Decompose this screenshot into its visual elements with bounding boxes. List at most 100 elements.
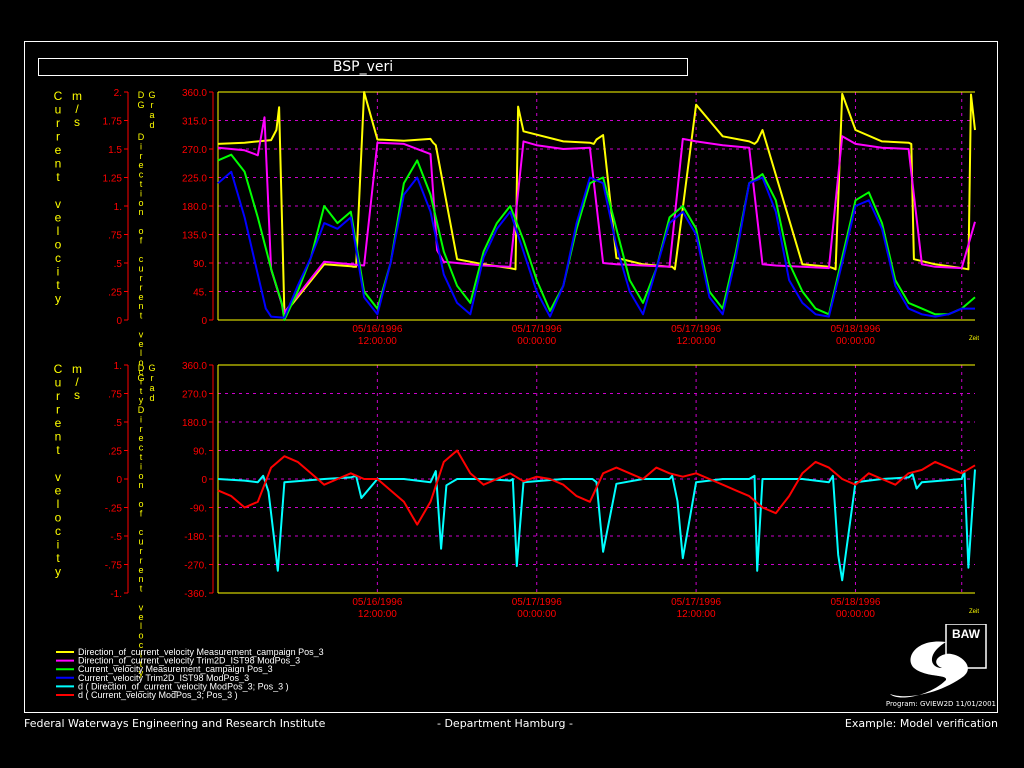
velocity-tick-label: 2. <box>114 88 122 99</box>
chart-title: BSP_veri <box>332 59 394 75</box>
direction-axis-title-char: t <box>140 584 143 594</box>
direction-axis-unit-prefix-char: G <box>137 373 144 383</box>
velocity-axis-title-char: C <box>54 89 63 103</box>
x-tick-date: 05/18/1996 <box>830 324 880 335</box>
direction-axis-title-char: r <box>140 555 143 565</box>
velocity-tick-label: 1.75 <box>103 117 123 128</box>
x-tick-date: 05/17/1996 <box>671 324 721 335</box>
direction-tick-label: 315.0 <box>182 117 207 128</box>
velocity-axis-title-char: e <box>55 484 62 498</box>
legend-label: d ( Direction_of_current_velocity ModPos… <box>78 681 289 691</box>
direction-tick-label: -360. <box>184 589 207 600</box>
x-tick-time: 00:00:00 <box>517 336 556 347</box>
x-tick-time: 12:00:00 <box>677 336 716 347</box>
direction-axis-title-char: u <box>138 537 143 547</box>
velocity-tick-label: 0 <box>116 316 122 327</box>
title-box: BSP_veri <box>38 58 688 76</box>
direction-axis-title-char: r <box>140 282 143 292</box>
velocity-axis-title-char: t <box>56 443 60 457</box>
direction-tick-label: -270. <box>184 561 207 572</box>
velocity-tick-label: -.5 <box>110 532 122 543</box>
direction-axis-title-char: u <box>138 264 143 274</box>
direction-axis-title-char: i <box>140 414 142 424</box>
outer-frame <box>24 41 998 713</box>
velocity-axis-title-char: o <box>55 511 62 525</box>
direction-axis-title-char: o <box>138 471 143 481</box>
series-line-cyan <box>217 469 976 582</box>
direction-axis-title-char: f <box>140 508 143 518</box>
direction-tick-label: -180. <box>184 532 207 543</box>
direction-axis-title-char: r <box>140 424 143 434</box>
direction-tick-label: 225.0 <box>182 174 207 185</box>
direction-axis-unit-prefix: DG <box>137 363 144 383</box>
velocity-axis-title-char: l <box>57 497 60 511</box>
legend-label: Current_velocity Measurement_campaign Po… <box>78 664 273 674</box>
direction-axis-title-char: c <box>139 254 144 264</box>
direction-axis-title-char: t <box>140 386 143 396</box>
direction-axis-unit-char: a <box>149 383 154 393</box>
x-axis-tag: Zeit <box>969 609 979 615</box>
direction-axis-unit-char: G <box>148 90 155 100</box>
velocity-axis-title-char: v <box>55 470 61 484</box>
direction-tick-label: 180.0 <box>182 418 207 429</box>
velocity-axis-title-char: r <box>56 116 60 130</box>
direction-axis-unit-char: d <box>149 120 154 130</box>
direction-tick-label: 90. <box>193 447 207 458</box>
direction-axis-title-char: e <box>138 160 143 170</box>
legend-label: d ( Current_velocity ModPos_3; Pos_3 ) <box>78 690 238 700</box>
direction-axis-title-char: y <box>139 395 144 405</box>
direction-tick-label: 360.0 <box>182 88 207 99</box>
velocity-tick-label: -.75 <box>105 561 123 572</box>
series-line-green <box>217 153 976 321</box>
velocity-axis-title-char: i <box>57 265 60 279</box>
direction-tick-label: 360.0 <box>182 361 207 372</box>
x-tick-date: 05/16/1996 <box>352 597 402 608</box>
direction-axis-title-char: n <box>138 480 143 490</box>
velocity-axis-title-char: t <box>56 170 60 184</box>
velocity-axis-unit: m/s <box>72 362 82 402</box>
velocity-tick-label: .75 <box>108 390 122 401</box>
series-line-blue <box>217 170 975 319</box>
direction-axis-title-char: c <box>139 170 144 180</box>
direction-axis-title-char: o <box>138 631 143 641</box>
direction-axis-title-char: i <box>140 376 142 386</box>
direction-axis-title-char: t <box>140 311 143 321</box>
direction-axis-unit-char: G <box>148 363 155 373</box>
velocity-axis-title-char: o <box>55 238 62 252</box>
x-tick-date: 05/16/1996 <box>352 324 402 335</box>
direction-tick-label: 45. <box>193 288 207 299</box>
direction-axis-title-char: o <box>138 499 143 509</box>
direction-axis-title-char: v <box>139 602 144 612</box>
direction-axis-title-char: e <box>138 292 143 302</box>
direction-axis-title-char: c <box>139 527 144 537</box>
footer-center: - Department Hamburg - <box>437 717 573 730</box>
direction-axis-title-char: f <box>140 235 143 245</box>
x-tick-time: 00:00:00 <box>836 336 875 347</box>
velocity-axis-title-char: t <box>56 551 60 565</box>
direction-tick-label: 270.0 <box>182 145 207 156</box>
x-tick-time: 00:00:00 <box>836 609 875 620</box>
velocity-axis-unit-char: m <box>72 89 82 103</box>
direction-axis-title-char: e <box>138 612 143 622</box>
velocity-axis-unit-char: / <box>75 375 79 389</box>
x-tick-date: 05/18/1996 <box>830 597 880 608</box>
velocity-tick-label: 0 <box>116 475 122 486</box>
velocity-axis-title-char: e <box>55 416 62 430</box>
velocity-axis-unit-char: / <box>75 102 79 116</box>
program-line: Program: GVIEW2D 11/01/2001 <box>885 700 996 708</box>
direction-axis-title-char: y <box>139 668 144 678</box>
velocity-axis-title-char: e <box>55 211 62 225</box>
footer-right: Example: Model verification <box>844 717 998 730</box>
direction-axis-unit-char: d <box>149 393 154 403</box>
direction-tick-label: 90. <box>193 259 207 270</box>
direction-axis-title-char: n <box>138 207 143 217</box>
direction-axis-title-char: t <box>140 179 143 189</box>
x-tick-date: 05/17/1996 <box>512 597 562 608</box>
x-tick-time: 12:00:00 <box>677 609 716 620</box>
